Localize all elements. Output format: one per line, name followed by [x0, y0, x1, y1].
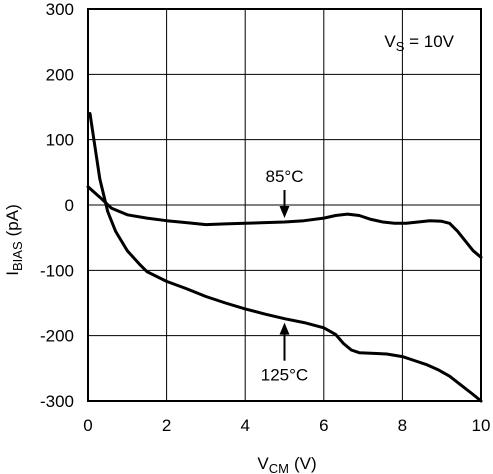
series-group — [86, 112, 483, 403]
annotation-arrow-head — [279, 322, 290, 335]
series-line-125c — [88, 112, 483, 403]
plot-frame — [87, 8, 482, 402]
y-tick-label: 100 — [46, 131, 74, 150]
y-tick-label: 200 — [46, 65, 74, 84]
x-tick-label: 8 — [398, 416, 407, 435]
annotation-arrow-head — [279, 205, 290, 218]
supply-voltage-sub: S — [396, 39, 405, 54]
x-tick-label: 0 — [83, 416, 92, 435]
y-tick-label: 300 — [46, 0, 74, 19]
supply-voltage-label: VS = 10V — [384, 32, 454, 54]
x-tick-labels: 0 2 4 6 8 10 — [83, 416, 490, 435]
y-axis-label-sub: BIAS — [10, 241, 25, 271]
supply-voltage-rest: = 10V — [404, 32, 454, 51]
x-tick-label: 2 — [162, 416, 171, 435]
y-tick-label: -300 — [40, 392, 74, 411]
series-line-85c — [86, 185, 483, 259]
supply-voltage-main: V — [384, 32, 396, 51]
x-axis-label-unit: (V) — [294, 454, 317, 473]
y-tick-label: -200 — [40, 327, 74, 346]
annotation-group: 85°C 125°C — [261, 167, 308, 385]
y-tick-labels: 300 200 100 0 -100 -200 -300 — [40, 0, 74, 411]
y-tick-label: -100 — [40, 261, 74, 280]
y-axis-label-main: I — [3, 271, 22, 276]
x-tick-label: 4 — [240, 416, 249, 435]
y-tick-label: 0 — [65, 196, 74, 215]
annotation-label: 125°C — [261, 366, 308, 385]
x-axis-label-main: V — [257, 454, 269, 473]
annotation-label: 85°C — [266, 167, 304, 186]
y-axis-label-unit: (pA) — [3, 204, 22, 236]
x-tick-label: 6 — [319, 416, 328, 435]
x-tick-label: 10 — [472, 416, 491, 435]
x-axis-label-sub: CM — [269, 461, 289, 474]
y-axis-label: IBIAS (pA) — [3, 204, 25, 275]
x-axis-label: VCM (V) — [257, 454, 316, 474]
